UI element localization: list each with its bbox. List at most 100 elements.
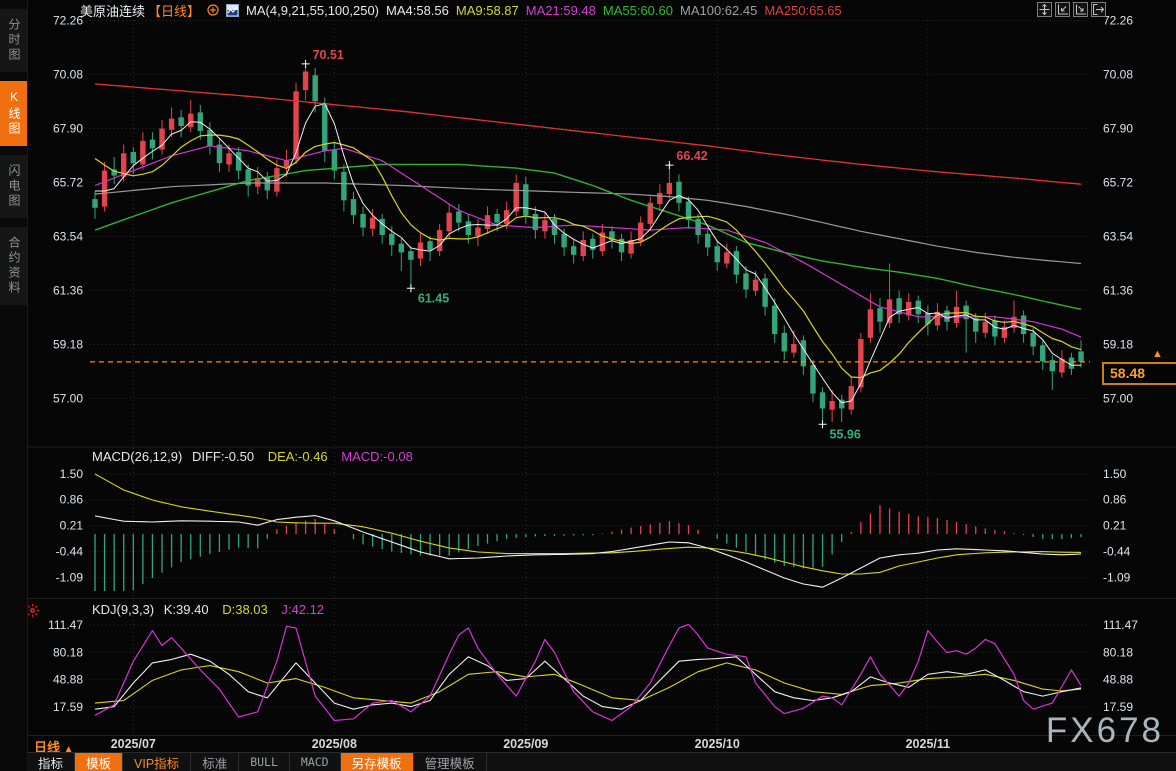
sidebar-tab-flash-chart[interactable]: 闪电图 — [0, 155, 27, 218]
svg-text:2025/07: 2025/07 — [111, 737, 156, 751]
toolbar-item-standard[interactable]: 标准 — [191, 753, 240, 771]
svg-text:2025/09: 2025/09 — [503, 737, 548, 751]
svg-text:67.90: 67.90 — [53, 122, 83, 136]
svg-text:1.50: 1.50 — [1103, 467, 1127, 481]
left-tab-bar: 分时图 K线图 闪电图 合约资料 — [0, 0, 28, 771]
instrument-title: 美原油连续 — [80, 3, 146, 19]
svg-text:65.72: 65.72 — [53, 176, 83, 190]
zoom-out-axis-icon — [1057, 4, 1068, 15]
svg-text:-0.44: -0.44 — [1103, 545, 1131, 559]
svg-text:65.72: 65.72 — [1103, 176, 1133, 190]
ma4-value: MA4:58.56 — [386, 2, 449, 18]
toolbar-item-macd[interactable]: MACD — [290, 753, 341, 771]
price-annotations: 70.51 66.42 61.45 55.96 — [301, 48, 861, 441]
toolbar-item-manage-templates[interactable]: 管理模板 — [414, 753, 487, 771]
svg-text:55.96: 55.96 — [830, 427, 861, 441]
kdj-layer — [94, 623, 1082, 722]
ma-params: MA(4,9,21,55,100,250) — [246, 2, 380, 18]
svg-text:-0.44: -0.44 — [56, 545, 84, 559]
sidebar-tab-label: 闪电图 — [7, 164, 21, 209]
macd-layer — [94, 473, 1082, 591]
zoom-in-x-button[interactable] — [1073, 2, 1088, 17]
chevron-up-icon: ▲ — [63, 744, 74, 755]
svg-text:67.90: 67.90 — [1103, 122, 1133, 136]
svg-text:61.45: 61.45 — [418, 291, 449, 305]
current-price-badge: 58.48 — [1102, 362, 1176, 385]
svg-text:61.36: 61.36 — [53, 284, 83, 298]
period-selector[interactable]: 日线 ▲ — [34, 737, 74, 756]
sidebar-tab-label: K线图 — [7, 90, 21, 137]
bottom-toolbar: 指标 模板 VIP指标 标准 BULL MACD 另存模板 管理模板 — [27, 752, 1176, 771]
sidebar-tab-label: 合约资料 — [7, 236, 21, 296]
zoom-in-axis-icon — [1075, 4, 1086, 15]
price-up-arrow-icon: ▲ — [1152, 348, 1163, 360]
svg-text:111.47: 111.47 — [1103, 618, 1138, 632]
toolbar-item-bull[interactable]: BULL — [239, 753, 290, 771]
macd-dea-value: DEA:-0.46 — [267, 449, 328, 464]
svg-text:72.26: 72.26 — [1103, 14, 1133, 28]
fx678-watermark: FX678 — [1045, 711, 1164, 750]
circle-plus-icon[interactable] — [207, 4, 219, 16]
ma21-value: MA21:59.48 — [525, 2, 596, 18]
svg-text:70.08: 70.08 — [1103, 68, 1133, 82]
svg-text:17.59: 17.59 — [53, 700, 83, 714]
period-label: 【日线】 — [148, 3, 201, 19]
period-selector-label: 日线 — [34, 740, 61, 755]
candles-layer — [92, 63, 1084, 425]
sidebar-tab-contract-info[interactable]: 合约资料 — [0, 227, 27, 305]
svg-text:0.86: 0.86 — [60, 493, 84, 507]
alarm-sun-icon[interactable] — [25, 603, 40, 623]
svg-text:0.21: 0.21 — [60, 519, 84, 533]
svg-text:-1.09: -1.09 — [1103, 571, 1131, 585]
svg-text:0.21: 0.21 — [1103, 519, 1127, 533]
svg-text:48.88: 48.88 — [53, 673, 83, 687]
grid-layer: 2025/07 2025/08 2025/09 2025/10 2025/11 72.26… — [27, 14, 1176, 751]
sidebar-tab-kline-chart[interactable]: K线图 — [0, 81, 27, 146]
svg-text:63.54: 63.54 — [53, 230, 83, 244]
svg-text:2025/08: 2025/08 — [312, 737, 357, 751]
page-right-button[interactable] — [1091, 2, 1106, 17]
sidebar-tab-time-chart[interactable]: 分时图 — [0, 9, 27, 72]
kdj-j-value: J:42.12 — [281, 602, 325, 617]
svg-text:70.51: 70.51 — [313, 48, 344, 62]
chart-tools — [1037, 2, 1106, 17]
svg-text:66.42: 66.42 — [676, 149, 707, 163]
arrow-exit-right-icon — [1093, 4, 1104, 15]
svg-text:80.18: 80.18 — [1103, 645, 1133, 659]
kline-style-icon[interactable] — [226, 3, 240, 17]
kdj-d-value: D:38.03 — [222, 602, 268, 617]
svg-text:59.18: 59.18 — [53, 338, 83, 352]
svg-text:0.86: 0.86 — [1103, 493, 1127, 507]
macd-params: MACD(26,12,9) — [92, 449, 183, 464]
svg-text:48.88: 48.88 — [1103, 673, 1133, 687]
svg-text:2025/10: 2025/10 — [695, 737, 740, 751]
svg-text:57.00: 57.00 — [1103, 392, 1133, 406]
ma9-value: MA9:58.87 — [455, 2, 519, 18]
svg-text:61.36: 61.36 — [1103, 284, 1133, 298]
ma250-value: MA250:65.65 — [764, 2, 842, 18]
zoom-out-x-button[interactable] — [1055, 2, 1070, 17]
kdj-panel-header: KDJ(9,3,3) K:39.40 D:38.03 J:42.12 — [92, 602, 324, 617]
svg-text:70.08: 70.08 — [53, 68, 83, 82]
macd-panel-header: MACD(26,12,9) DIFF:-0.50 DEA:-0.46 MACD:… — [92, 449, 413, 464]
svg-text:-1.09: -1.09 — [56, 571, 84, 585]
svg-text:17.59: 17.59 — [1103, 700, 1133, 714]
macd-macd-value: MACD:-0.08 — [341, 449, 413, 464]
sidebar-tab-label: 分时图 — [7, 18, 21, 63]
toolbar-item-vip-indicators[interactable]: VIP指标 — [123, 753, 192, 771]
svg-text:80.18: 80.18 — [53, 645, 83, 659]
toolbar-item-templates[interactable]: 模板 — [75, 753, 124, 771]
chart-canvas[interactable]: 2025/07 2025/08 2025/09 2025/10 2025/11 72.26… — [0, 0, 1176, 753]
svg-text:1.50: 1.50 — [60, 467, 84, 481]
pan-icon — [1039, 4, 1050, 15]
pan-chart-button[interactable] — [1037, 2, 1052, 17]
kdj-k-value: K:39.40 — [163, 602, 209, 617]
ma100-value: MA100:62.45 — [679, 2, 758, 18]
svg-text:57.00: 57.00 — [53, 392, 83, 406]
chart-header: 美原油连续 【日线】 MA(4,9,21,55,100,250) MA4:58.… — [27, 0, 1176, 20]
svg-text:72.26: 72.26 — [53, 14, 83, 28]
toolbar-item-save-template[interactable]: 另存模板 — [340, 753, 414, 771]
svg-text:59.18: 59.18 — [1103, 338, 1133, 352]
toolbar-item-indicators[interactable]: 指标 — [27, 753, 76, 771]
